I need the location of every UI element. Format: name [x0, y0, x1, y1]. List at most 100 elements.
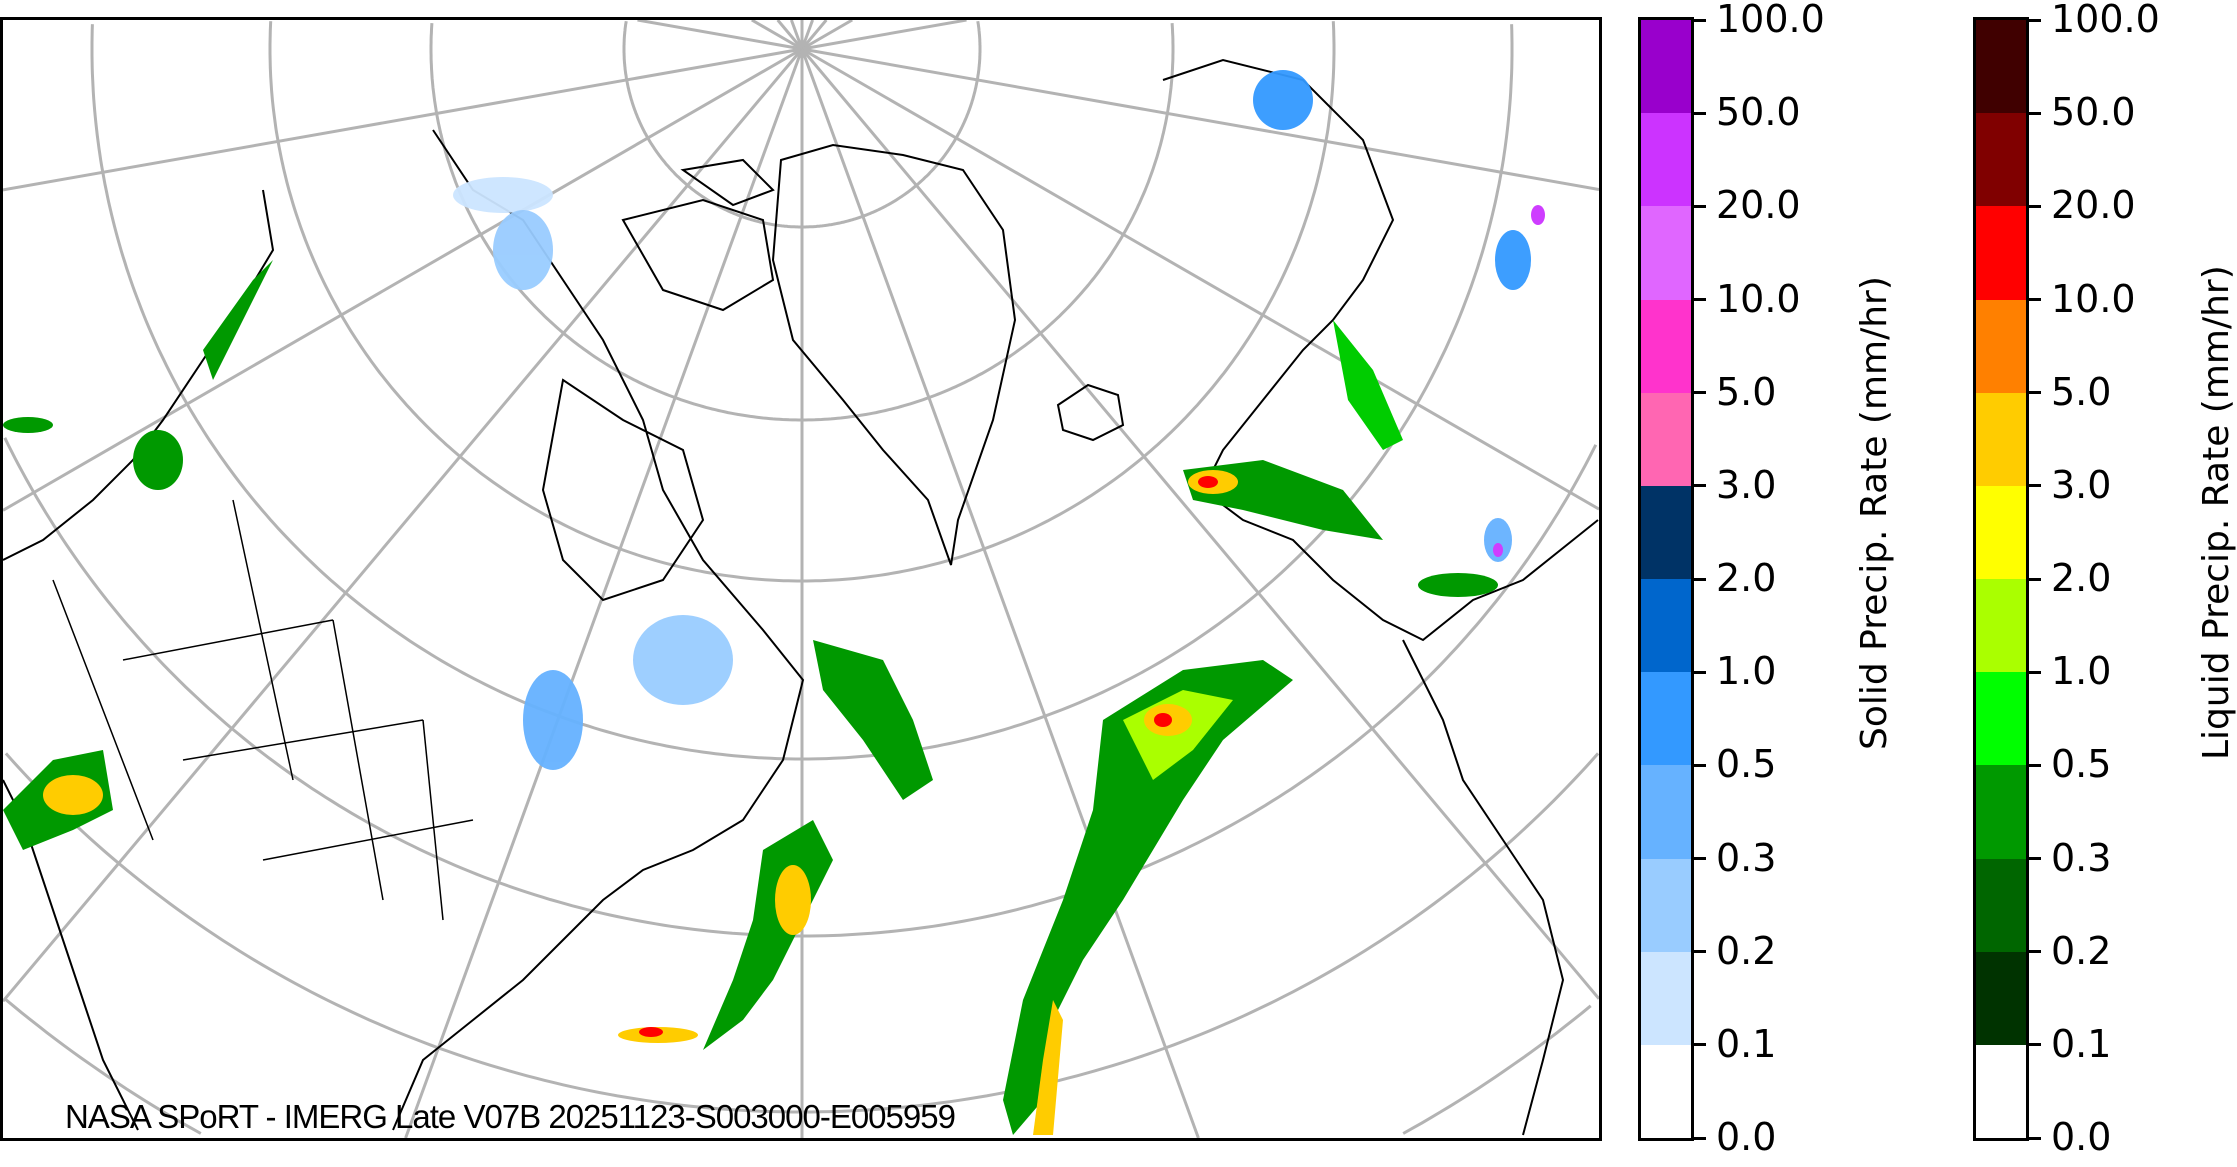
colorbar-tick-label: 50.0 [2051, 90, 2136, 135]
colorbar-tick-label: 100.0 [1716, 0, 1825, 41]
latitude-circle [3, 437, 1598, 938]
colorbar-tick [2029, 670, 2041, 674]
colorbar-segment [1641, 1044, 1691, 1138]
colorbar-tick-label: 1.0 [2051, 649, 2112, 694]
colorbar-segment [1641, 299, 1691, 393]
us-state-borders [52, 499, 474, 921]
colorbar-segment [1641, 19, 1691, 114]
map-caption: NASA SPoRT - IMERG Late V07B 20251123-S0… [65, 1098, 956, 1135]
colorbar-segment [1976, 485, 2026, 579]
liquid-precip-colorbar [1973, 17, 2029, 1141]
colorbar-tick-label: 0.0 [1716, 1115, 1777, 1159]
colorbar-tick-label: 3.0 [1716, 462, 1777, 507]
colorbar-tick [2029, 18, 2041, 22]
canadian-arctic-islands [621, 158, 775, 312]
solid-precip-colorbar-label: Solid Precip. Rate (mm/hr) [1854, 276, 1895, 750]
colorbar-tick [2029, 1136, 2041, 1140]
latitude-circle [622, 21, 982, 229]
latitude-circle [268, 21, 1336, 583]
longitude-line [751, 20, 803, 51]
solid-precip-areas [453, 70, 1545, 770]
colorbar-tick-label: 0.1 [1716, 1021, 1777, 1066]
longitude-line [637, 20, 803, 51]
colorbar-tick-label: 5.0 [1716, 369, 1777, 414]
colorbar-tick-label: 0.3 [1716, 835, 1777, 880]
colorbar-tick [2029, 763, 2041, 767]
colorbar-tick-label: 0.0 [2051, 1115, 2112, 1159]
colorbar-tick-label: 10.0 [2051, 276, 2136, 321]
colorbar-segment [1976, 19, 2026, 114]
colorbar-segment [1976, 764, 2026, 859]
colorbar-tick-label: 50.0 [1716, 90, 1801, 135]
colorbar-segment [1641, 671, 1691, 766]
colorbar-tick [1694, 204, 1706, 208]
colorbar-tick [1694, 1136, 1706, 1140]
colorbar-tick [1694, 763, 1706, 767]
colorbar-tick [1694, 391, 1706, 395]
colorbar-tick-label: 0.1 [2051, 1021, 2112, 1066]
longitude-line [3, 47, 803, 512]
colorbar-tick [2029, 484, 2041, 488]
colorbar-tick-label: 2.0 [1716, 556, 1777, 600]
colorbar-segment [1976, 1044, 2026, 1138]
colorbar-tick-label: 100.0 [2051, 0, 2160, 41]
colorbar-segment [1641, 951, 1691, 1045]
longitude-line [404, 48, 804, 1138]
colorbar-tick-label: 10.0 [1716, 276, 1801, 321]
longitude-line [776, 20, 804, 50]
liquid-precip-areas [3, 260, 1498, 1135]
colorbar-segment [1976, 671, 2026, 766]
colorbar-segment [1976, 299, 2026, 393]
colorbar-tick [1694, 298, 1706, 301]
colorbar-tick [1694, 857, 1706, 860]
colorbar-tick-label: 20.0 [2051, 183, 2136, 228]
colorbar-segment [1641, 578, 1691, 673]
colorbar-tick [2029, 950, 2041, 954]
greenland-coast [771, 143, 1017, 566]
colorbar-tick-label: 0.5 [1716, 742, 1777, 787]
colorbar-tick [1694, 670, 1706, 674]
solid-precip-colorbar [1638, 17, 1694, 1141]
colorbar-tick-label: 20.0 [1716, 183, 1801, 228]
colorbar-tick [2029, 111, 2041, 115]
longitude-line [801, 47, 1599, 191]
colorbar-tick-label: 5.0 [2051, 369, 2112, 414]
colorbar-tick-label: 0.2 [1716, 928, 1777, 973]
precipitation-map: NASA SPoRT - IMERG Late V07B 20251123-S0… [0, 17, 1602, 1141]
colorbar-segment [1976, 392, 2026, 486]
latitude-circle [3, 997, 1592, 1135]
colorbar-segment [1976, 112, 2026, 207]
longitude-line [789, 20, 804, 50]
longitude-line [800, 48, 1599, 1000]
colorbar-tick [2029, 298, 2041, 301]
colorbar-tick-label: 0.5 [2051, 742, 2112, 787]
longitude-line [800, 20, 828, 50]
colorbar-segment [1641, 485, 1691, 579]
north-america-coast [392, 129, 805, 1131]
colorbar-segment [1641, 858, 1691, 952]
longitude-line [800, 20, 815, 50]
colorbar-tick [1694, 18, 1706, 22]
colorbar-tick [1694, 484, 1706, 488]
graticule [3, 20, 1599, 1138]
hudson-bay-coast [541, 378, 705, 602]
iceland-coast [1056, 383, 1125, 442]
colorbar-segment [1641, 392, 1691, 486]
longitude-line [801, 20, 967, 51]
colorbar-segment [1976, 205, 2026, 300]
west-coast [3, 189, 275, 561]
colorbar-tick-label: 3.0 [2051, 462, 2112, 507]
colorbar-tick [2029, 857, 2041, 860]
colorbar-tick-label: 0.3 [2051, 835, 2112, 880]
africa-coast [1402, 639, 1565, 1136]
colorbar-tick-label: 0.2 [2051, 928, 2112, 973]
longitude-line [800, 48, 1200, 1138]
colorbar-tick [1694, 1043, 1706, 1047]
colorbar-segment [1976, 858, 2026, 952]
colorbar-segment [1641, 764, 1691, 859]
colorbar-tick [2029, 391, 2041, 395]
latitude-circle [429, 23, 1175, 422]
colorbar-tick-label: 2.0 [2051, 556, 2112, 600]
liquid-precip-colorbar-label: Liquid Precip. Rate (mm/hr) [2196, 265, 2237, 760]
colorbar-tick [2029, 1043, 2041, 1047]
